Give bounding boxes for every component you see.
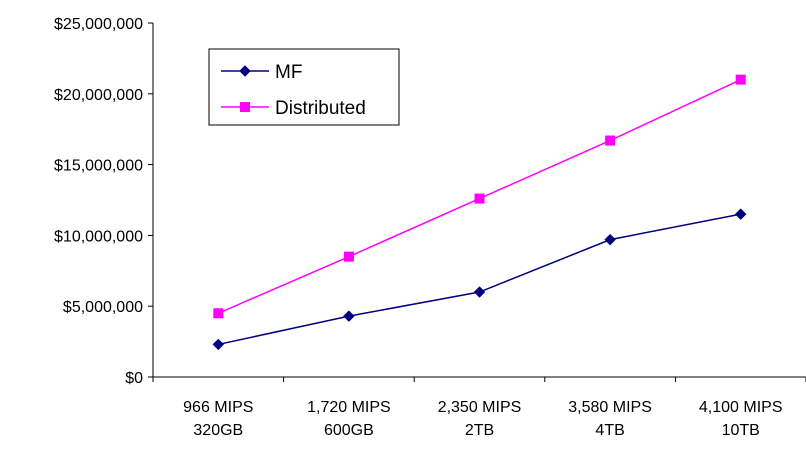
y-tick-label: $15,000,000 [54, 158, 143, 175]
data-point-mf [212, 338, 225, 351]
y-tick-label: $10,000,000 [54, 228, 143, 245]
axes [152, 23, 806, 378]
data-point-distributed [474, 193, 485, 204]
x-tick-label: 600GB [324, 422, 374, 439]
x-axis-ticks: 966 MIPS 320GB 1,720 MIPS 600GB 2,350 MIPS 2T… [152, 377, 806, 439]
x-tick-label: 2,350 MIPS [438, 399, 522, 416]
data-point-mf [604, 233, 616, 246]
legend-item: MF [221, 62, 302, 83]
data-point-distributed [213, 308, 224, 319]
series-distributed [213, 74, 746, 319]
x-tick-label: 4,100 MIPS [699, 399, 783, 416]
y-tick-label: $20,000,000 [54, 87, 143, 104]
y-tick-label: $5,000,000 [63, 299, 143, 316]
x-tick-label: 966 MIPS [183, 399, 253, 416]
data-point-mf [473, 286, 486, 298]
legend-swatch-marker [240, 102, 250, 112]
x-tick-label: 1,720 MIPS [307, 399, 391, 416]
series-mf [212, 208, 747, 351]
data-point-mf [734, 208, 747, 220]
y-tick-label: $25,000,000 [54, 16, 143, 33]
y-axis-ticks: $0 $5,000,000 $10,000,000 $15,000,000 $20,00… [54, 16, 153, 387]
data-point-distributed [343, 251, 354, 262]
series-group [212, 74, 747, 351]
data-point-distributed [605, 135, 616, 146]
x-tick-label: 320GB [193, 422, 243, 439]
y-tick-label: $0 [125, 370, 143, 387]
legend-label: Distributed [275, 98, 366, 119]
x-tick-label: 3,580 MIPS [568, 399, 652, 416]
x-tick-label: 10TB [722, 422, 760, 439]
x-tick-label: 4TB [595, 422, 624, 439]
legend-swatch-marker [239, 65, 251, 77]
x-tick-label: 2TB [465, 422, 494, 439]
legend-label: MF [275, 62, 302, 83]
legend-box [208, 48, 400, 126]
data-point-distributed [735, 74, 746, 85]
legend: MF Distributed [208, 48, 400, 126]
data-point-mf [343, 310, 355, 322]
legend-item: Distributed [221, 98, 366, 119]
